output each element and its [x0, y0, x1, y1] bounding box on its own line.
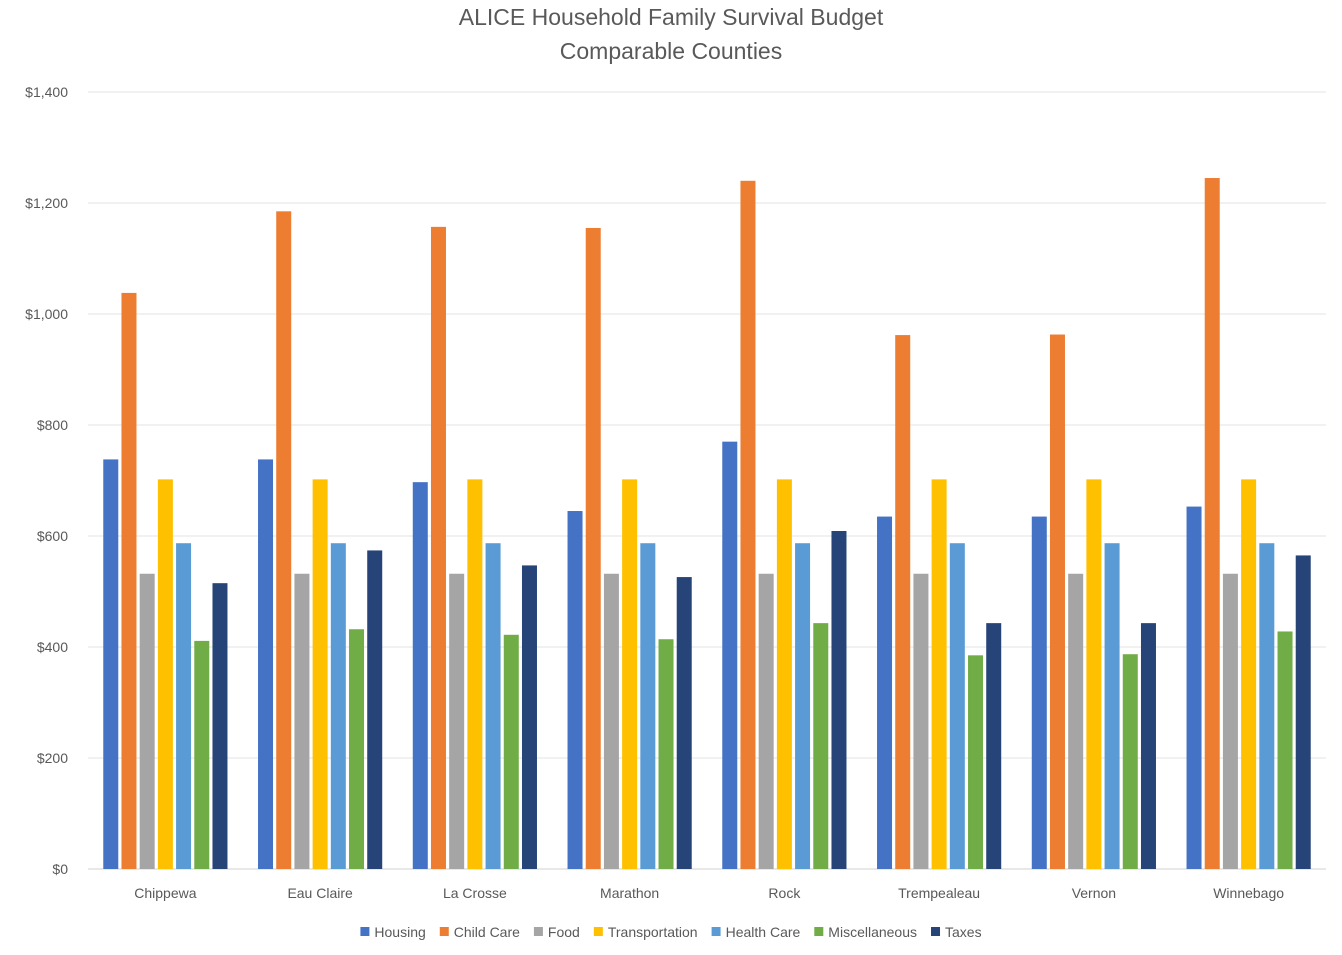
bar-health-care — [640, 543, 656, 869]
bar-child-care — [895, 335, 911, 870]
bar-housing — [1186, 506, 1202, 869]
bar-child-care — [585, 227, 601, 870]
y-tick-label: $600 — [37, 528, 68, 544]
bar-transportation — [157, 479, 173, 869]
bar-taxes — [1295, 555, 1311, 869]
legend-swatch — [593, 927, 603, 936]
chart-title: ALICE Household Family Survival Budget — [458, 4, 884, 30]
bar-housing — [258, 459, 274, 869]
bar-health-care — [176, 543, 192, 869]
bar-housing — [722, 441, 738, 869]
legend-label: Transportation — [608, 924, 698, 940]
legend-swatch — [360, 927, 370, 936]
bar-health-care — [1104, 543, 1120, 869]
legend-label: Food — [548, 924, 580, 940]
bar-transportation — [776, 479, 792, 869]
bar-health-care — [949, 543, 965, 869]
y-tick-label: $200 — [37, 750, 68, 766]
bar-child-care — [1049, 334, 1065, 869]
bar-food — [758, 573, 774, 869]
bar-taxes — [212, 583, 228, 869]
y-tick-label: $1,000 — [25, 306, 68, 322]
bar-miscellaneous — [503, 634, 519, 869]
legend-label: Child Care — [454, 924, 520, 940]
y-tick-label: $1,400 — [25, 84, 68, 100]
bar-child-care — [276, 211, 292, 869]
bar-housing — [103, 459, 119, 869]
bar-housing — [1031, 516, 1047, 869]
chart-subtitle: Comparable Counties — [559, 38, 783, 64]
x-tick-label: La Crosse — [443, 885, 507, 901]
bar-food — [294, 573, 310, 869]
x-tick-label: Trempealeau — [898, 885, 980, 901]
bar-miscellaneous — [813, 623, 829, 869]
bar-health-care — [795, 543, 811, 869]
x-tick-label: Winnebago — [1213, 885, 1284, 901]
bar-health-care — [1259, 543, 1275, 869]
bar-transportation — [312, 479, 328, 869]
bar-transportation — [622, 479, 638, 869]
bar-transportation — [1241, 479, 1257, 869]
bar-child-care — [740, 180, 756, 870]
bar-taxes — [367, 550, 383, 869]
bar-housing — [412, 482, 428, 869]
x-tick-label: Marathon — [600, 885, 659, 901]
bar-taxes — [521, 565, 537, 869]
legend: Housing Child Care Food Transportation Healt… — [360, 924, 982, 940]
legend-swatch — [711, 927, 721, 936]
legend-label: Taxes — [945, 924, 982, 940]
bar-health-care — [485, 543, 501, 869]
legend-label: Health Care — [726, 924, 801, 940]
x-tick-label: Chippewa — [134, 885, 196, 901]
y-tick-label: $0 — [52, 861, 68, 877]
bar-health-care — [330, 543, 346, 869]
bar-miscellaneous — [349, 629, 365, 869]
y-tick-label: $400 — [37, 639, 68, 655]
legend-swatch — [814, 927, 824, 936]
bar-child-care — [1204, 178, 1220, 869]
bar-food — [139, 573, 155, 869]
bar-food — [913, 573, 929, 869]
bar-child-care — [430, 226, 446, 870]
bar-food — [603, 573, 619, 869]
y-tick-label: $800 — [37, 417, 68, 433]
bar-taxes — [676, 577, 692, 869]
legend-label: Miscellaneous — [828, 924, 917, 940]
bar-transportation — [1086, 479, 1102, 869]
bar-taxes — [831, 531, 847, 869]
x-tick-label: Eau Claire — [287, 885, 353, 901]
bar-child-care — [121, 292, 137, 869]
legend-swatch — [931, 927, 941, 936]
bar-housing — [877, 516, 893, 869]
bar-food — [1222, 573, 1238, 869]
bar-transportation — [931, 479, 947, 869]
bar-food — [449, 573, 465, 869]
bar-taxes — [986, 623, 1002, 869]
bar-miscellaneous — [1277, 631, 1293, 869]
bar-taxes — [1140, 623, 1156, 869]
legend-label: Housing — [374, 924, 425, 940]
y-tick-label: $1,200 — [25, 195, 68, 211]
bar-food — [1068, 573, 1084, 869]
x-tick-label: Rock — [768, 885, 801, 901]
bar-miscellaneous — [658, 639, 674, 869]
bar-transportation — [467, 479, 483, 869]
bar-miscellaneous — [1122, 654, 1138, 869]
x-tick-label: Vernon — [1072, 885, 1116, 901]
bar-miscellaneous — [194, 640, 210, 869]
bar-miscellaneous — [968, 655, 984, 869]
bar-housing — [567, 511, 583, 869]
legend-swatch — [439, 927, 449, 936]
legend-swatch — [533, 927, 543, 936]
